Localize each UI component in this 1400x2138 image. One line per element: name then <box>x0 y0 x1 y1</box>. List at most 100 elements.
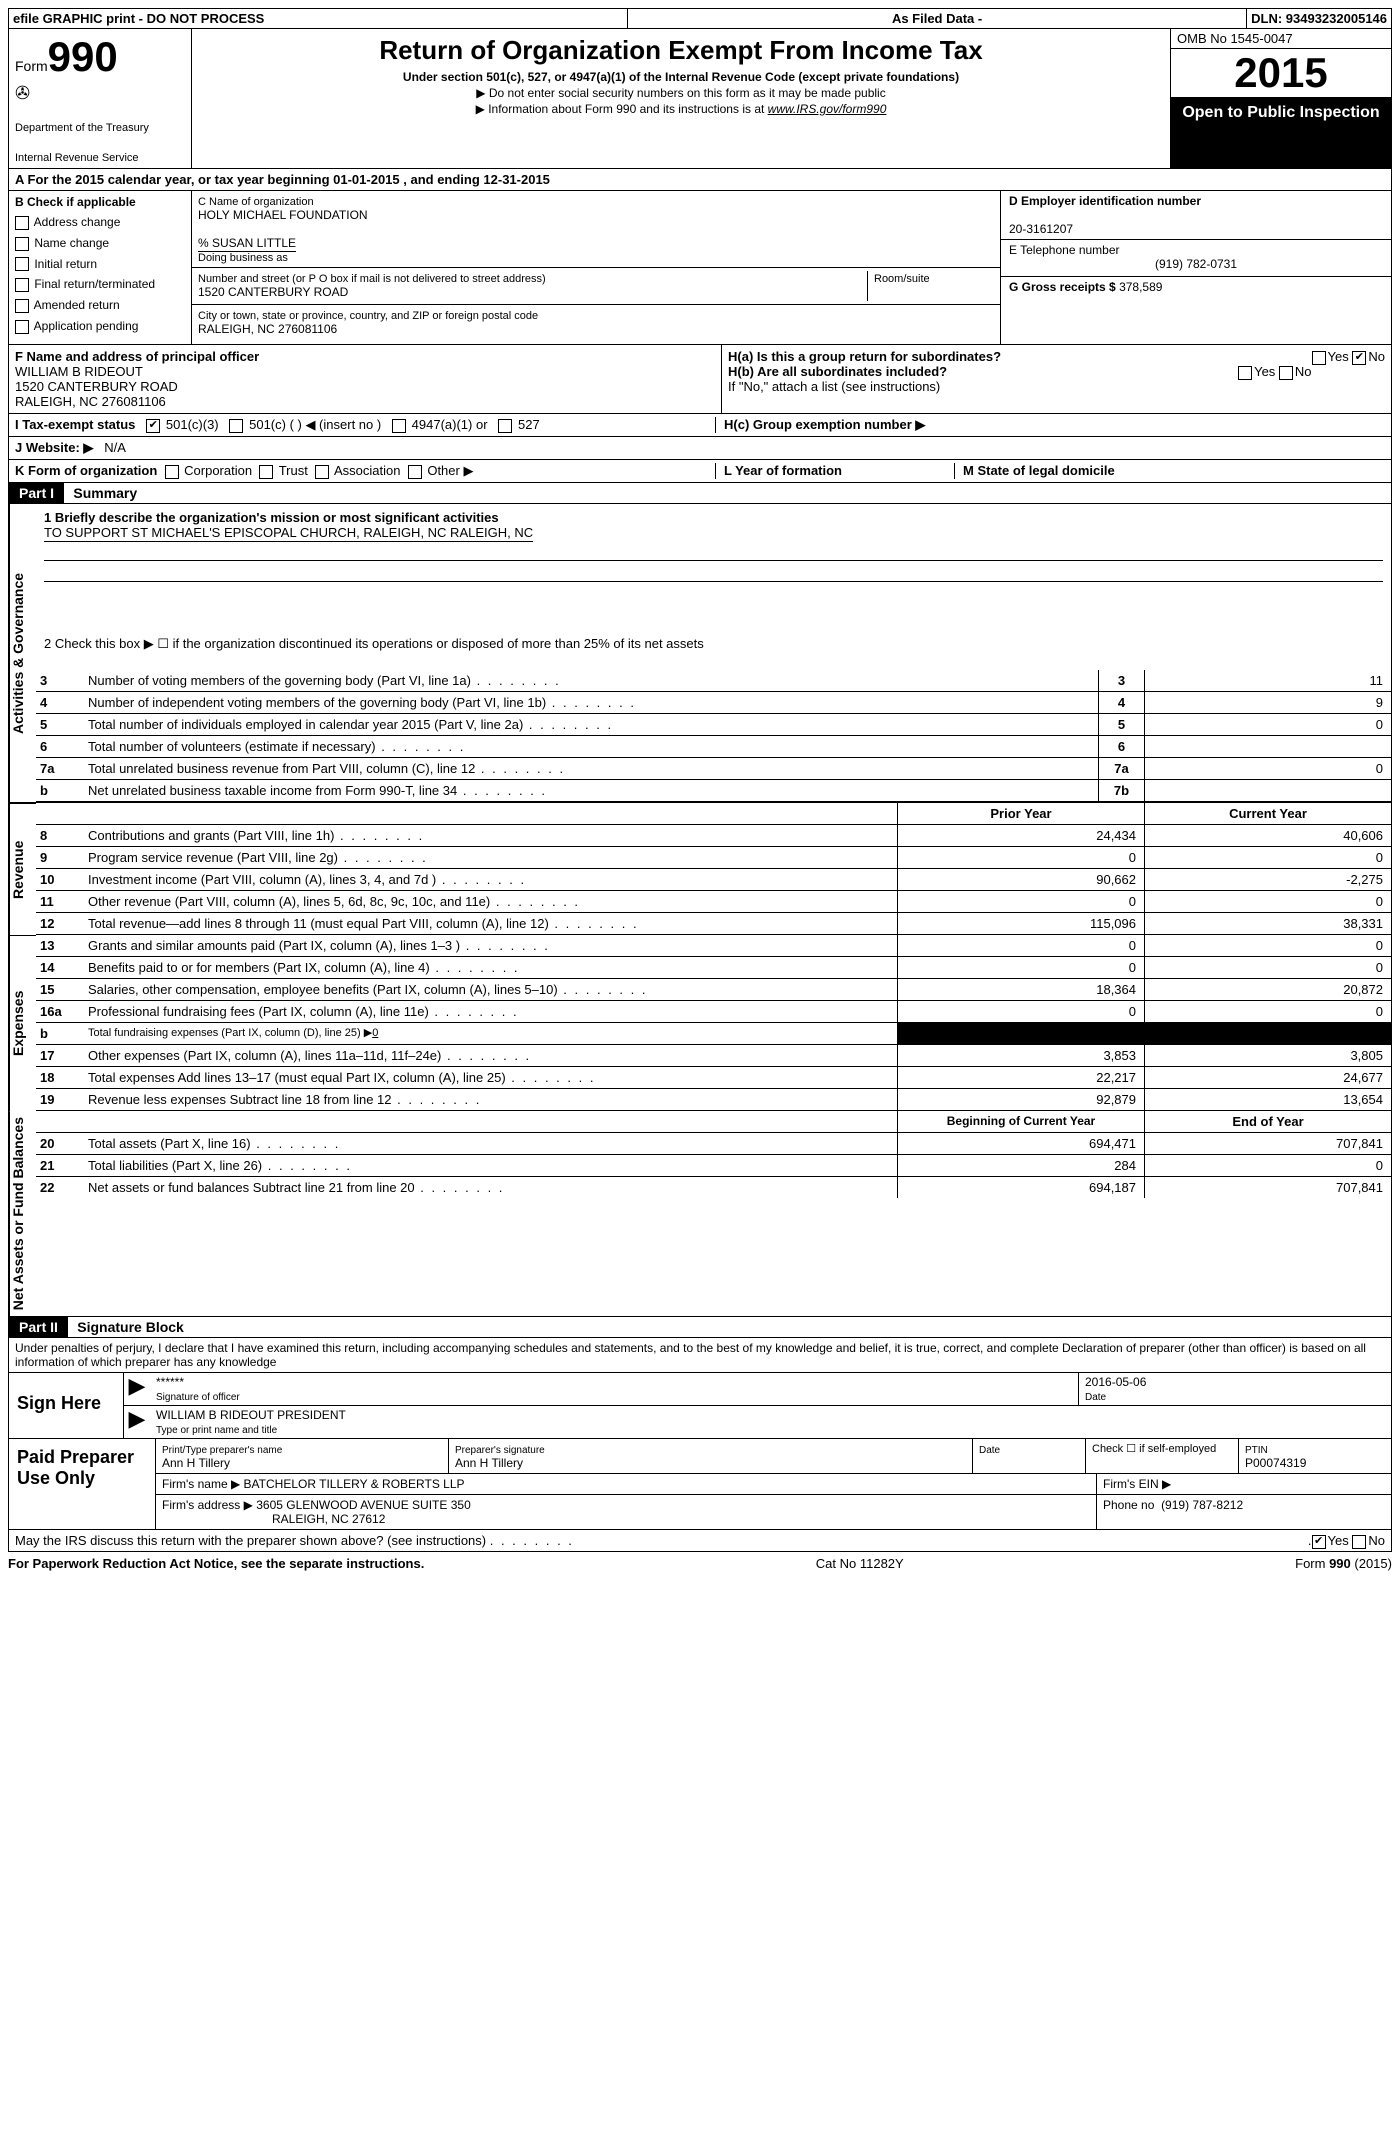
sign-arrow-icon: ▶ <box>124 1373 150 1405</box>
priorcurrent-header-wrap: Revenue Prior Year Current Year 8 Contri… <box>8 803 1392 935</box>
discuss-no[interactable] <box>1352 1535 1366 1549</box>
col-b-checkboxes: B Check if applicable Address change Nam… <box>9 191 192 344</box>
firm-name-label: Firm's name ▶ <box>162 1477 240 1491</box>
gross-receipts: 378,589 <box>1119 280 1162 294</box>
officer-addr2: RALEIGH, NC 276081106 <box>15 394 166 409</box>
preparer-name: Ann H Tillery <box>162 1456 230 1470</box>
h-note: If "No," attach a list (see instructions… <box>728 379 1385 394</box>
checkbox-address-change[interactable] <box>15 216 29 230</box>
ha-yes[interactable] <box>1312 351 1326 365</box>
balance-row: 22 Net assets or fund balances Subtract … <box>36 1177 1391 1198</box>
side-tab-revenue: Revenue <box>9 803 36 935</box>
row-k: K Form of organization Corporation Trust… <box>8 460 1392 483</box>
officer-typed: WILLIAM B RIDEOUT PRESIDENT <box>156 1408 346 1422</box>
checkbox-name-change[interactable] <box>15 237 29 251</box>
side-tab-expenses: Expenses <box>9 935 36 1111</box>
footer-right: Form 990 (2015) <box>1295 1556 1392 1571</box>
form-header: Form990 ✇ Department of the Treasury Int… <box>8 29 1392 169</box>
gov-row: 6 Total number of volunteers (estimate i… <box>36 736 1391 758</box>
m-label: M State of legal domicile <box>963 463 1115 478</box>
form-number: 990 <box>48 33 118 80</box>
firm-name: BATCHELOR TILLERY & ROBERTS LLP <box>244 1477 465 1491</box>
gov-row: 5 Total number of individuals employed i… <box>36 714 1391 736</box>
officer-typed-label: Type or print name and title <box>156 1425 277 1436</box>
expense-row: 19Revenue less expenses Subtract line 18… <box>36 1089 1391 1111</box>
revenue-row: 10 Investment income (Part VIII, column … <box>36 869 1391 891</box>
firm-addr2: RALEIGH, NC 27612 <box>272 1512 385 1526</box>
p-date-label: Date <box>979 1445 1000 1456</box>
open-to-public: Open to Public Inspection <box>1171 98 1391 168</box>
firm-phone-label: Phone no <box>1103 1498 1154 1512</box>
i-527[interactable] <box>498 419 512 433</box>
sign-here-label: Sign Here <box>9 1373 124 1438</box>
expense-row: 15Salaries, other compensation, employee… <box>36 979 1391 1001</box>
k-trust[interactable] <box>259 465 273 479</box>
line2: 2 Check this box ▶ ☐ if the organization… <box>36 632 1391 670</box>
bal-header: Beginning of Current Year End of Year <box>36 1111 1391 1133</box>
checkbox-initial-return[interactable] <box>15 257 29 271</box>
col-c: C Name of organization HOLY MICHAEL FOUN… <box>192 191 1000 344</box>
checkbox-final-return[interactable] <box>15 278 29 292</box>
entity-block: B Check if applicable Address change Nam… <box>8 191 1392 344</box>
ha-no[interactable] <box>1352 351 1366 365</box>
firm-addr1: 3605 GLENWOOD AVENUE SUITE 350 <box>256 1498 471 1512</box>
discuss-yes[interactable] <box>1312 1535 1326 1549</box>
firm-phone: (919) 787-8212 <box>1161 1498 1243 1512</box>
hb-yes[interactable] <box>1238 366 1252 380</box>
i-501c[interactable] <box>229 419 243 433</box>
balance-row: 21 Total liabilities (Part X, line 26) 2… <box>36 1155 1391 1177</box>
org-name: HOLY MICHAEL FOUNDATION <box>198 208 368 222</box>
k-corp[interactable] <box>165 465 179 479</box>
revenue-row: 9 Program service revenue (Part VIII, li… <box>36 847 1391 869</box>
mission-text: TO SUPPORT ST MICHAEL'S EPISCOPAL CHURCH… <box>44 525 533 542</box>
city-label: City or town, state or province, country… <box>198 310 538 322</box>
expense-row: 13Grants and similar amounts paid (Part … <box>36 935 1391 957</box>
i-4947[interactable] <box>392 419 406 433</box>
dept-treasury: Department of the Treasury <box>15 122 185 134</box>
officer-group-block: F Name and address of principal officer … <box>8 344 1392 414</box>
checkbox-pending[interactable] <box>15 320 29 334</box>
header-sub2a: ▶ Do not enter social security numbers o… <box>202 86 1160 100</box>
form-prefix: Form <box>15 58 48 74</box>
gov-row: 4 Number of independent voting members o… <box>36 692 1391 714</box>
care-of: % SUSAN LITTLE <box>198 236 296 252</box>
line1-label: 1 Briefly describe the organization's mi… <box>44 510 499 525</box>
part1-badge: Part I <box>9 483 64 503</box>
sign-arrow-icon-2: ▶ <box>124 1406 150 1438</box>
irs-link[interactable]: www.IRS.gov/form990 <box>768 102 887 116</box>
c-name-label: C Name of organization <box>198 196 314 208</box>
part1-header-row: Part I Summary <box>8 483 1392 504</box>
exp-section: Expenses 13Grants and similar amounts pa… <box>8 935 1392 1111</box>
top-bar: efile GRAPHIC print - DO NOT PROCESS As … <box>8 8 1392 29</box>
l-label: L Year of formation <box>724 463 842 478</box>
ptin: P00074319 <box>1245 1456 1306 1470</box>
hb-label: H(b) Are all subordinates included? <box>728 364 947 379</box>
gov-section: Activities & Governance 1 Briefly descri… <box>8 504 1392 803</box>
expense-row: bTotal fundraising expenses (Part IX, co… <box>36 1023 1391 1045</box>
part1-title: Summary <box>67 485 137 501</box>
checkbox-amended[interactable] <box>15 299 29 313</box>
part2-header-row: Part II Signature Block <box>8 1317 1392 1338</box>
city-state-zip: RALEIGH, NC 276081106 <box>198 322 337 336</box>
priorcurrent-header: Prior Year Current Year <box>36 803 1391 825</box>
expense-row: 14Benefits paid to or for members (Part … <box>36 957 1391 979</box>
footer-left: For Paperwork Reduction Act Notice, see … <box>8 1556 424 1571</box>
discuss-text: May the IRS discuss this return with the… <box>15 1533 486 1548</box>
e-phone-label: E Telephone number <box>1009 243 1120 257</box>
k-other[interactable] <box>408 465 422 479</box>
gov-row: 3 Number of voting members of the govern… <box>36 670 1391 692</box>
expense-row: 17Other expenses (Part IX, column (A), l… <box>36 1045 1391 1067</box>
paid-preparer-label: Paid Preparer Use Only <box>9 1439 156 1529</box>
officer-addr1: 1520 CANTERBURY ROAD <box>15 379 178 394</box>
row-i-label: I Tax-exempt status <box>15 417 135 432</box>
hb-no[interactable] <box>1279 366 1293 380</box>
hdr-prior: Prior Year <box>897 803 1144 824</box>
sign-here-block: Sign Here ▶ ****** Signature of officer … <box>8 1373 1392 1439</box>
header-sub1: Under section 501(c), 527, or 4947(a)(1)… <box>202 70 1160 84</box>
revenue-row: 11 Other revenue (Part VIII, column (A),… <box>36 891 1391 913</box>
hdr-current: Current Year <box>1144 803 1391 824</box>
i-501c3[interactable] <box>146 419 160 433</box>
k-assoc[interactable] <box>315 465 329 479</box>
f-label: F Name and address of principal officer <box>15 349 259 364</box>
sig-mask: ****** <box>156 1375 184 1389</box>
